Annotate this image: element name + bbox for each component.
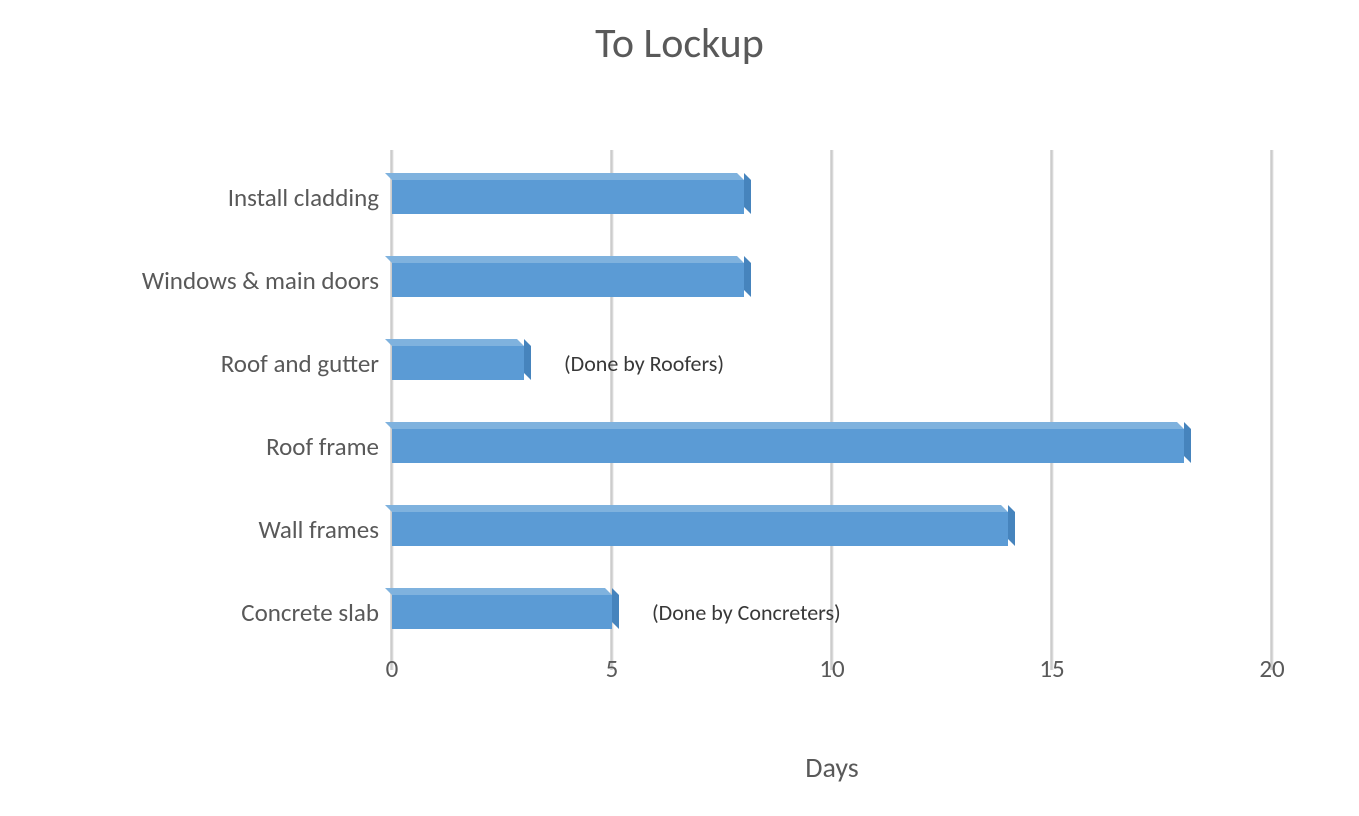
plot-area: [392, 150, 1272, 670]
bar: [392, 429, 1184, 463]
bar: [392, 263, 744, 297]
category-label: Windows & main doors: [59, 265, 379, 296]
bar: [392, 595, 612, 629]
chart-title: To Lockup: [0, 0, 1359, 69]
category-label: Install cladding: [59, 182, 379, 213]
x-tick-label: 0: [386, 653, 399, 684]
x-tick-label: 5: [606, 653, 619, 684]
gridline: [830, 150, 834, 670]
bar-annotation: (Done by Concreters): [652, 599, 841, 626]
x-tick-label: 15: [1039, 653, 1064, 684]
category-label: Wall frames: [59, 514, 379, 545]
x-tick-label: 20: [1259, 653, 1284, 684]
x-axis-label: Days: [392, 750, 1272, 785]
x-tick-label: 10: [819, 653, 844, 684]
gridline: [1270, 150, 1274, 670]
bar: [392, 512, 1008, 546]
category-label: Roof and gutter: [59, 348, 379, 379]
bar: [392, 346, 524, 380]
bar: [392, 180, 744, 214]
chart-area: Days Install cladding Windows & main door…: [0, 115, 1359, 815]
category-label: Concrete slab: [59, 597, 379, 628]
gridline: [1050, 150, 1054, 670]
category-label: Roof frame: [59, 431, 379, 462]
bar-annotation: (Done by Roofers): [564, 350, 724, 377]
